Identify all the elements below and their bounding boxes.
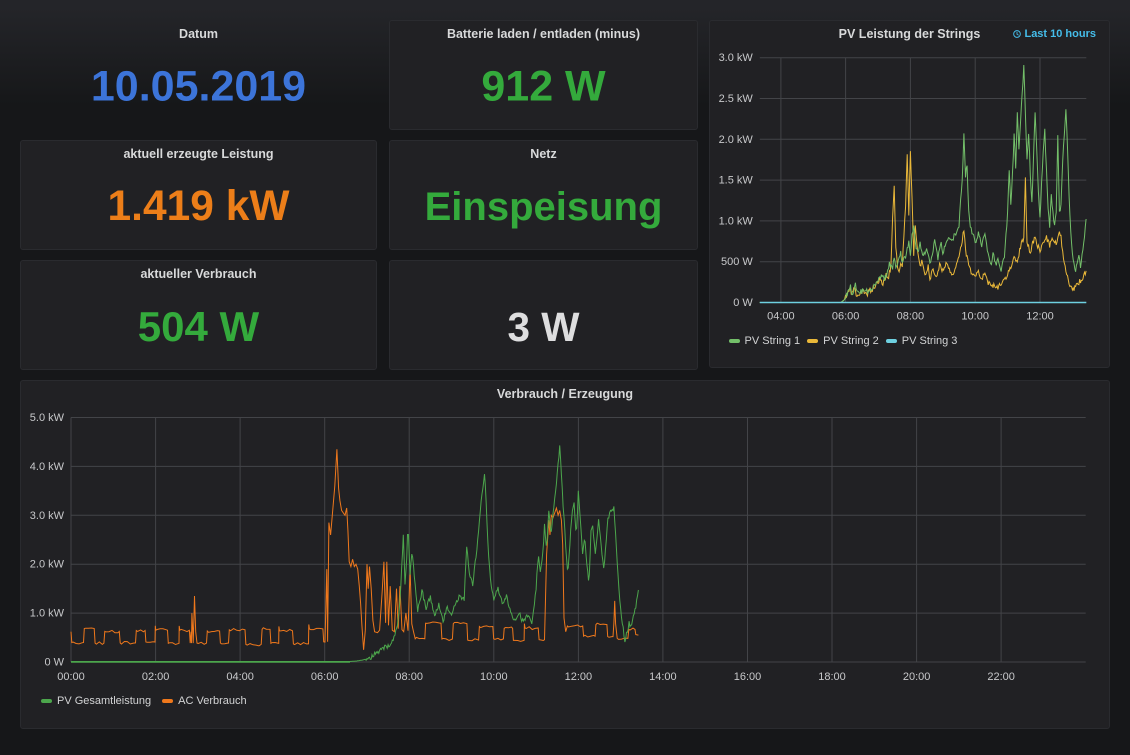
- svg-text:22:00: 22:00: [987, 671, 1015, 683]
- svg-text:2.0 kW: 2.0 kW: [719, 134, 754, 146]
- svg-text:04:00: 04:00: [767, 311, 795, 323]
- svg-text:0 W: 0 W: [733, 297, 753, 309]
- svg-text:08:00: 08:00: [897, 311, 925, 323]
- svg-text:18:00: 18:00: [818, 671, 846, 683]
- svg-text:500 W: 500 W: [721, 256, 753, 268]
- svg-text:06:00: 06:00: [311, 671, 339, 683]
- svg-text:3.0 kW: 3.0 kW: [30, 510, 65, 522]
- svg-text:06:00: 06:00: [832, 311, 860, 323]
- svg-text:10:00: 10:00: [480, 671, 508, 683]
- svg-text:02:00: 02:00: [142, 671, 170, 683]
- svg-text:14:00: 14:00: [649, 671, 677, 683]
- svg-text:00:00: 00:00: [57, 671, 85, 683]
- svg-text:12:00: 12:00: [1026, 311, 1054, 323]
- svg-text:08:00: 08:00: [395, 671, 423, 683]
- svg-text:4.0 kW: 4.0 kW: [30, 461, 65, 473]
- svg-text:5.0 kW: 5.0 kW: [30, 412, 65, 424]
- svg-text:1.0 kW: 1.0 kW: [719, 215, 754, 227]
- svg-text:3.0 kW: 3.0 kW: [719, 52, 754, 64]
- svg-text:1.5 kW: 1.5 kW: [719, 175, 754, 187]
- svg-text:16:00: 16:00: [734, 671, 762, 683]
- svg-text:20:00: 20:00: [903, 671, 931, 683]
- svg-text:04:00: 04:00: [226, 671, 254, 683]
- svg-text:1.0 kW: 1.0 kW: [30, 608, 65, 620]
- svg-text:2.5 kW: 2.5 kW: [719, 93, 754, 105]
- svg-text:10:00: 10:00: [961, 311, 989, 323]
- svg-text:2.0 kW: 2.0 kW: [30, 559, 65, 571]
- svg-text:0 W: 0 W: [44, 657, 64, 669]
- svg-text:12:00: 12:00: [565, 671, 593, 683]
